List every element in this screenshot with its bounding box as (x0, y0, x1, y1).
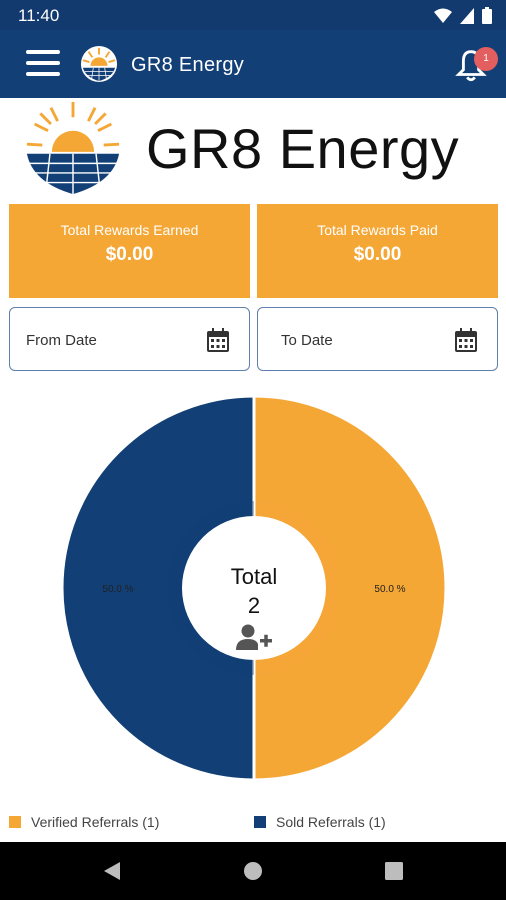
calendar-icon[interactable] (207, 328, 229, 352)
legend-swatch-sold (254, 816, 266, 828)
battery-icon (482, 7, 492, 24)
rewards-paid-value: $0.00 (353, 244, 402, 265)
legend-label-sold: Sold Referrals (1) (276, 814, 386, 830)
app-bar: GR8 Energy 1 (0, 30, 506, 98)
slice-percent-label-0: 50.0 % (374, 584, 405, 595)
signal-icon (460, 7, 474, 24)
to-date-field[interactable]: To Date (257, 307, 498, 371)
add-user-icon (236, 624, 272, 650)
center-label: Total (231, 564, 277, 589)
donut-svg: 50.0 % 50.0 % Total 2 (60, 394, 448, 782)
referrals-donut-chart: 50.0 % 50.0 % Total 2 (60, 394, 448, 782)
legend-swatch-verified (9, 816, 21, 828)
home-icon[interactable] (243, 861, 263, 881)
donut-slice-1[interactable] (60, 394, 256, 782)
hero-header: GR8 Energy (0, 98, 506, 198)
notification-badge: 1 (474, 47, 498, 71)
rewards-paid-label: Total Rewards Paid (317, 222, 438, 238)
legend-verified: Verified Referrals (1) (9, 812, 159, 832)
slice-percent-label-1: 50.0 % (102, 584, 133, 595)
status-time: 11:40 (18, 6, 60, 25)
recents-icon[interactable] (385, 862, 403, 880)
from-date-field[interactable]: From Date (9, 307, 250, 371)
status-bar: 11:40 (0, 0, 506, 30)
from-date-placeholder: From Date (26, 332, 97, 349)
rewards-earned-value: $0.00 (105, 244, 154, 265)
app-logo-icon (80, 45, 118, 83)
legend-sold: Sold Referrals (1) (254, 812, 386, 832)
to-date-placeholder: To Date (281, 332, 333, 349)
legend-label-verified: Verified Referrals (1) (31, 814, 160, 830)
app-title: GR8 Energy (131, 54, 245, 76)
donut-slice-0[interactable] (252, 394, 448, 782)
total-rewards-earned-card: Total Rewards Earned $0.00 (9, 204, 250, 298)
center-value: 2 (248, 593, 260, 618)
brand-logo-icon (26, 101, 120, 195)
center-disc (182, 516, 326, 660)
brand-title: GR8 Energy (146, 117, 460, 180)
status-icons (434, 7, 492, 24)
back-icon[interactable] (102, 861, 122, 881)
calendar-icon[interactable] (455, 328, 477, 352)
total-rewards-paid-card: Total Rewards Paid $0.00 (257, 204, 498, 298)
wifi-icon (434, 8, 452, 23)
hamburger-menu-icon[interactable] (26, 50, 60, 78)
system-nav-bar (0, 842, 506, 900)
rewards-earned-label: Total Rewards Earned (60, 222, 199, 238)
